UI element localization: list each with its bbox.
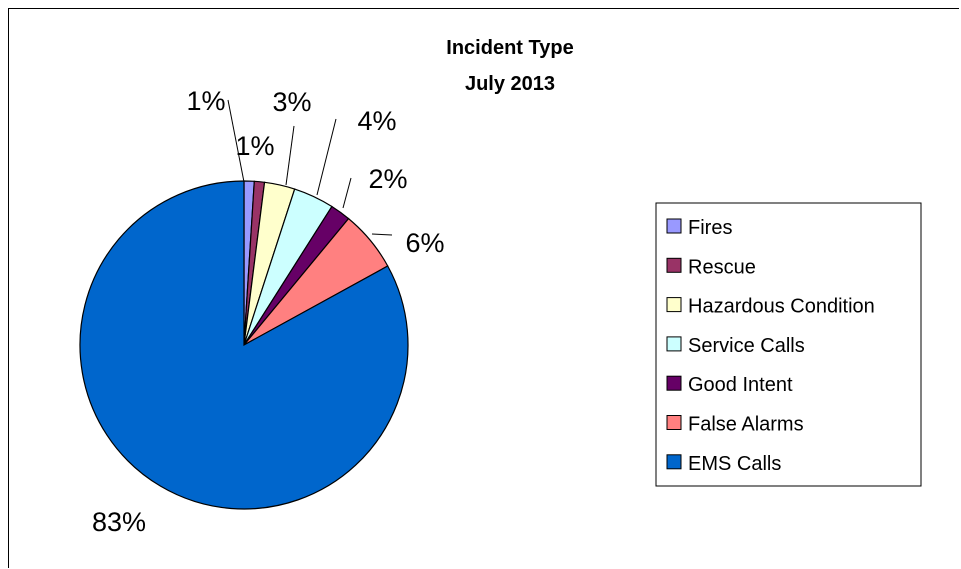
slice-label-ems-calls: 83%	[92, 507, 146, 537]
slice-label-false-alarms: 6%	[405, 228, 444, 258]
legend-swatch-good-intent	[666, 375, 682, 391]
legend-label-service-calls: Service Calls	[688, 335, 805, 357]
leader-line-fires	[227, 99, 245, 183]
legend-swatch-ems-calls	[666, 454, 682, 470]
legend-label-false-alarms: False Alarms	[688, 414, 804, 436]
slice-label-hazardous-condition: 3%	[272, 87, 311, 117]
chart-frame	[8, 8, 959, 568]
chart-title-line-2: July 2013	[465, 73, 555, 95]
legend-label-ems-calls: EMS Calls	[688, 453, 781, 475]
chart-title-line-1: Incident Type	[446, 37, 573, 59]
legend: Fires Rescue Hazardous Condition Service Ca…	[655, 202, 922, 487]
label-leader-lines	[227, 99, 393, 236]
leader-line-good-intent	[342, 177, 352, 209]
leader-line-service-calls	[316, 118, 337, 196]
leader-line-false-alarms	[371, 233, 393, 236]
legend-label-fires: Fires	[688, 217, 732, 239]
legend-swatch-hazardous-condition	[666, 297, 682, 313]
legend-label-rescue: Rescue	[688, 256, 756, 278]
slice-label-service-calls: 4%	[357, 106, 396, 136]
slice-label-good-intent: 2%	[368, 164, 407, 194]
legend-swatch-service-calls	[666, 336, 682, 352]
slice-label-fires: 1%	[186, 86, 225, 116]
legend-swatch-false-alarms	[666, 415, 682, 430]
legend-label-hazardous-condition: Hazardous Condition	[688, 296, 875, 318]
legend-box	[655, 202, 922, 487]
pie-slice-ems-calls	[79, 180, 409, 510]
legend-swatch-rescue	[666, 257, 682, 273]
legend-label-good-intent: Good Intent	[688, 374, 793, 396]
leader-line-hazardous-condition	[285, 125, 295, 186]
slice-labels: 1% 1% 3% 4% 2% 6% 83%	[92, 86, 445, 537]
slice-label-rescue: 1%	[235, 131, 274, 161]
pie-slices	[79, 180, 409, 510]
legend-swatch-fires	[666, 218, 682, 234]
